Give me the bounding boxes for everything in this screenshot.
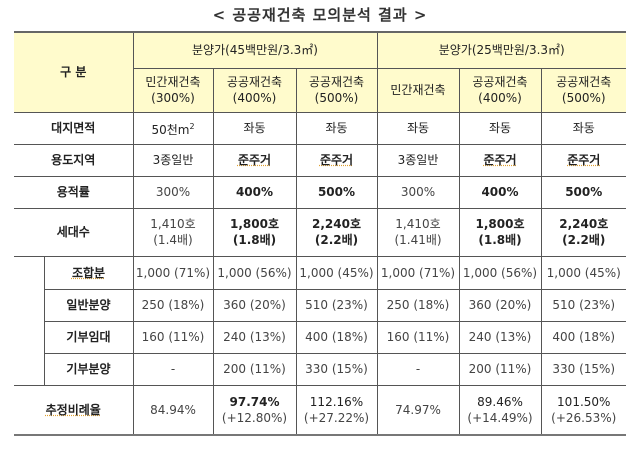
header-group-45m: 분양가(45백만원/3.3㎡) — [132, 31, 377, 69]
header-category: 구 분 — [14, 31, 133, 113]
table-row-far: 용적률 300% 400% 500% 300% 400% 500% — [14, 176, 626, 209]
table-row-union: 조합분 1,000 (71%) 1,000 (56%) 1,000 (45%) … — [14, 256, 626, 386]
table-row-land-area: 대지면적 50천m2 좌동 좌동 좌동 좌동 좌동 — [14, 112, 626, 145]
header-col-4: 민간재건축 — [376, 68, 459, 113]
table-title: < 공공재건축 모의분석 결과 > — [212, 6, 428, 24]
simulation-result-table: 구 분 분양가(45백만원/3.3㎡) 분양가(25백만원/3.3㎡) 민간재건… — [14, 31, 626, 436]
table-row-donated-sale: 기부분양 - 200 (11%) 330 (15%) - 200 (11%) 3… — [14, 353, 626, 386]
header-col-6: 공공재건축 (500%) — [540, 68, 626, 113]
header-col-2: 공공재건축 (400%) — [212, 68, 296, 113]
table-row-zoning: 용도지역 3종일반 준주거 준주거 3종일반 준주거 준주거 — [14, 144, 626, 177]
header-col-3: 공공재건축 (500%) — [295, 68, 377, 113]
table-row-general-sale: 일반분양 250 (18%) 360 (20%) 510 (23%) 250 (… — [14, 289, 626, 322]
table-row-ratio: 추정비례율 84.94% 97.74% (+12.80%) 112.16% (+27… — [14, 385, 626, 436]
header-col-1: 민간재건축 (300%) — [132, 68, 213, 113]
table-row-donated-rental: 기부임대 160 (11%) 240 (13%) 400 (18%) 160 (… — [14, 321, 626, 354]
table-row-households: 세대수 1,410호 (1.4배) 1,800호 (1.8배) 2,240호 (2.2… — [14, 208, 626, 257]
header-col-5: 공공재건축 (400%) — [458, 68, 541, 113]
header-group-25m: 분양가(25백만원/3.3㎡) — [376, 31, 626, 69]
